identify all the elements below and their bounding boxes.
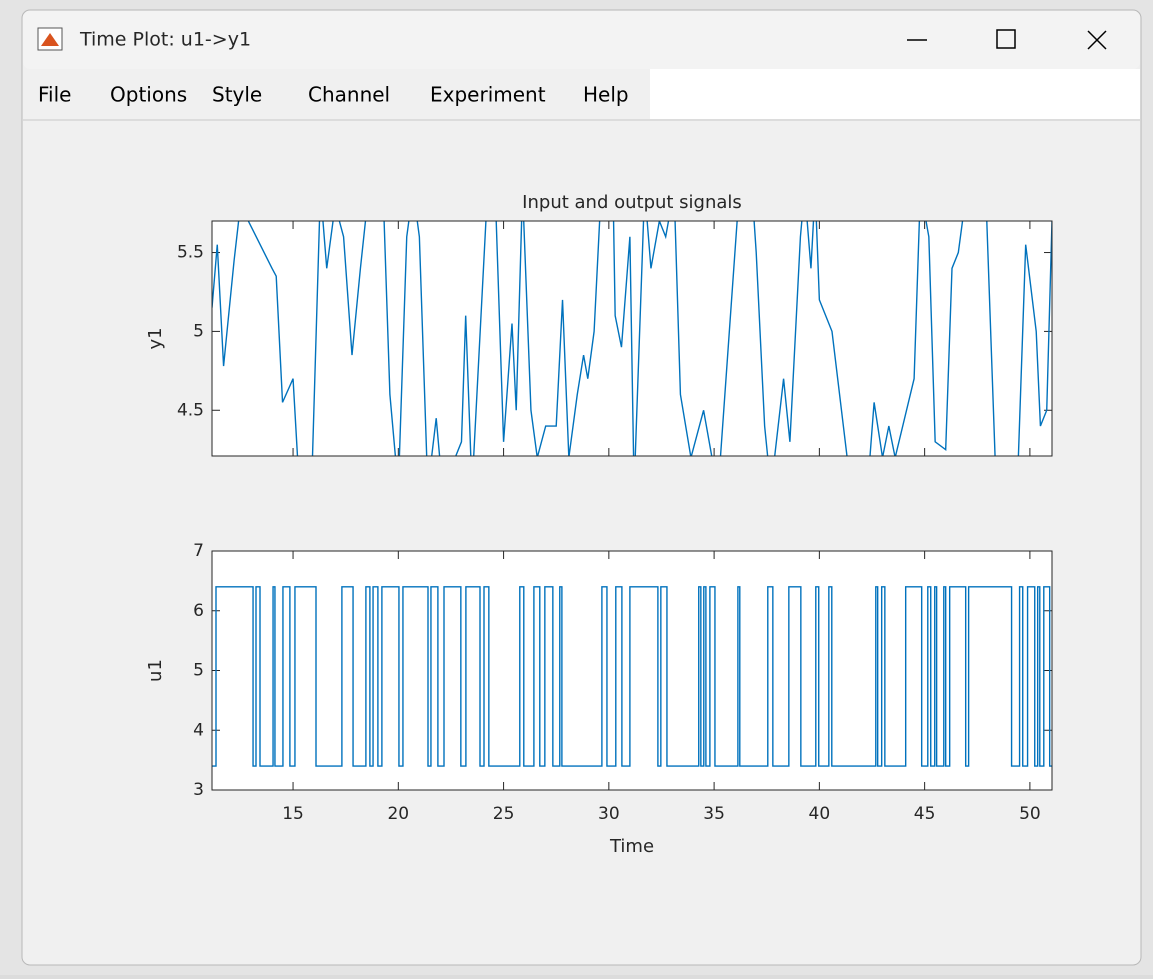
y-axis-label: u1 — [145, 659, 166, 682]
menu: File Options Style Channel Experiment Help — [38, 83, 629, 107]
y-tick-label: 4 — [193, 720, 204, 740]
menu-item[interactable]: Help — [583, 83, 629, 107]
x-tick-label: 15 — [282, 804, 304, 824]
y-tick-label: 5.5 — [177, 243, 204, 263]
axes: 4.5 5 5.5 Input and output signals y1 — [145, 192, 1053, 457]
y-tick-label: 4.5 — [177, 400, 204, 420]
x-tick-label: 40 — [809, 804, 831, 824]
axes-frame — [211, 550, 1053, 791]
x-tick-label: 45 — [914, 804, 936, 824]
plot-area — [212, 551, 1052, 790]
x-tick-label: 50 — [1019, 804, 1041, 824]
y-tick-label: 6 — [193, 601, 204, 621]
y-tick-label: 5 — [193, 661, 204, 681]
menu-item[interactable]: File — [38, 83, 71, 107]
title-bar — [23, 11, 1140, 69]
window-title: Time Plot: u1->y1 — [79, 29, 251, 51]
x-tick-label: 30 — [598, 804, 620, 824]
maximize-button[interactable] — [996, 29, 1016, 49]
app-icon — [37, 27, 63, 51]
x-tick-label: 25 — [493, 804, 515, 824]
signal-line — [212, 221, 1052, 456]
menu-item[interactable]: Options — [110, 83, 187, 107]
menu-item[interactable]: Experiment — [430, 83, 546, 107]
menu-item[interactable]: Style — [212, 83, 262, 107]
y-axis-label: y1 — [145, 327, 166, 349]
x-tick-label: 20 — [387, 804, 409, 824]
y-tick-label: 3 — [193, 780, 204, 800]
x-axis-label: Time — [609, 836, 654, 857]
x-tick-label: 35 — [703, 804, 725, 824]
chart-title: Input and output signals — [522, 192, 742, 213]
y-tick-label: 7 — [193, 541, 204, 561]
signal-line — [212, 586, 1052, 767]
menu-item[interactable]: Channel — [308, 83, 390, 107]
menu-area — [23, 69, 650, 119]
axes-frame — [211, 220, 1053, 457]
window — [21, 9, 1142, 966]
y-tick-label: 5 — [193, 321, 204, 341]
close-button[interactable] — [1087, 30, 1107, 50]
